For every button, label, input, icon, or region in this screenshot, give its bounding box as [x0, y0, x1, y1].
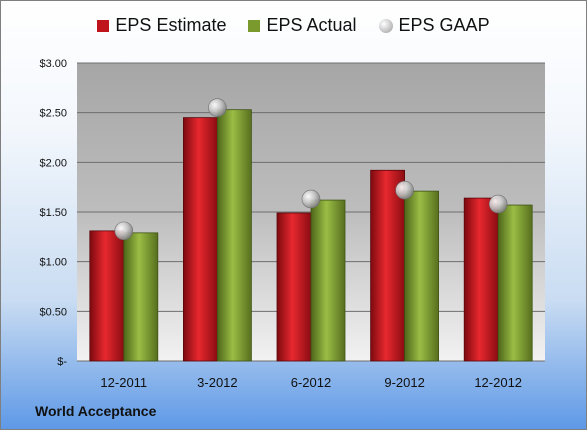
y-tick-label: $0.50 [39, 306, 67, 318]
y-tick-label: $2.00 [39, 157, 67, 169]
marker-eps-gaap [488, 194, 508, 214]
legend-label-eps-estimate: EPS Estimate [115, 15, 227, 35]
legend-swatch-eps-actual [248, 19, 261, 32]
legend-item-eps-gaap: EPS GAAP [378, 15, 490, 36]
bar-eps-actual [216, 109, 252, 362]
legend-item-eps-actual: EPS Actual [248, 15, 357, 36]
x-tick-label: 9-2012 [384, 375, 424, 390]
marker-eps-gaap [395, 180, 414, 200]
x-tick-label: 12-2011 [100, 375, 147, 390]
company-name: World Acceptance [35, 403, 157, 419]
bar-eps-estimate [370, 169, 406, 362]
bar-eps-estimate [89, 230, 125, 362]
bar-eps-actual [123, 232, 159, 362]
y-tick-label: $1.50 [39, 207, 67, 219]
bar-eps-estimate [182, 117, 218, 362]
chart-legend: EPS Estimate EPS Actual EPS GAAP [1, 15, 586, 36]
bar-eps-actual [310, 199, 346, 362]
x-axis-labels: 12-2011 3-2012 6-2012 9-2012 12-2012 [100, 375, 522, 390]
bars [89, 109, 533, 362]
legend-label-eps-gaap: EPS GAAP [398, 15, 490, 35]
bar-eps-actual [404, 190, 440, 362]
legend-label-eps-actual: EPS Actual [266, 15, 357, 35]
y-tick-label: $1.00 [39, 257, 67, 269]
bar-eps-estimate [276, 212, 312, 362]
y-tick-label: $2.50 [39, 108, 67, 120]
x-tick-label: 6-2012 [291, 375, 331, 390]
marker-eps-gaap [208, 98, 227, 117]
bar-eps-estimate [463, 197, 499, 362]
legend-swatch-eps-gaap [378, 18, 393, 33]
bar-eps-actual [497, 204, 533, 362]
marker-eps-gaap [301, 189, 321, 209]
y-tick-label: $3.00 [39, 58, 67, 70]
marker-eps-gaap [114, 221, 134, 241]
gaap-markers [114, 98, 508, 241]
legend-item-eps-estimate: EPS Estimate [97, 15, 226, 36]
y-axis-ticks: $- $0.50 $1.00 $1.50 $2.00 $2.50 $3.00 [39, 58, 67, 368]
x-tick-label: 3-2012 [197, 375, 237, 390]
x-tick-label: 12-2012 [474, 375, 522, 390]
legend-swatch-eps-estimate [97, 19, 110, 32]
y-tick-label: $- [57, 356, 67, 368]
